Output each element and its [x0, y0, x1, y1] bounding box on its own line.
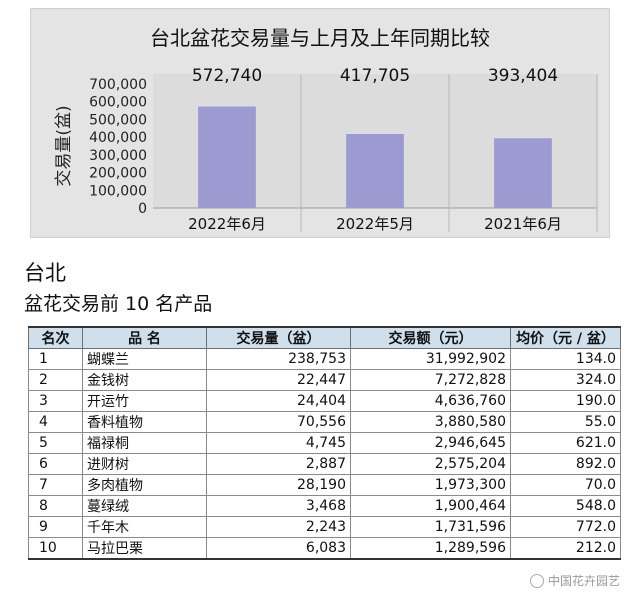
- volume-cell: 3,468: [206, 495, 351, 517]
- y-axis-label: 交易量(盆): [54, 105, 74, 186]
- amount-cell: 2,575,204: [350, 453, 511, 475]
- rank-cell: 10: [28, 537, 83, 560]
- y-tick-label: 100,000: [89, 183, 147, 199]
- header-rank: 名次: [28, 326, 83, 349]
- x-tick-label: 2021年6月: [484, 215, 562, 233]
- volume-cell: 238,753: [206, 348, 351, 370]
- amount-cell: 1,731,596: [350, 516, 511, 538]
- name-cell: 蔓绿绒: [82, 495, 207, 517]
- header-volume: 交易量（盆）: [206, 326, 351, 349]
- y-tick-label: 600,000: [89, 95, 147, 111]
- table-row: 7 多肉植物 28,190 1,973,300 70.0: [28, 474, 621, 496]
- rank-cell: 9: [28, 516, 83, 538]
- name-cell: 千年木: [82, 516, 207, 538]
- bar: [198, 106, 256, 208]
- chart-panel: 台北盆花交易量与上月及上年同期比较 交易量(盆) 0 100,000 200,000 3…: [30, 8, 610, 238]
- table-row: 1 蝴蝶兰 238,753 31,992,902 134.0: [28, 348, 621, 370]
- name-cell: 金钱树: [82, 369, 207, 391]
- volume-cell: 2,243: [206, 516, 351, 538]
- bar-value-label: 417,705: [340, 66, 410, 86]
- volume-cell: 22,447: [206, 369, 351, 391]
- table-row: 9 千年木 2,243 1,731,596 772.0: [28, 516, 621, 538]
- name-cell: 香料植物: [82, 411, 207, 433]
- x-tick-label: 2022年5月: [336, 215, 414, 233]
- name-cell: 进财树: [82, 453, 207, 475]
- chart-title: 台北盆花交易量与上月及上年同期比较: [150, 26, 490, 50]
- section-title: 台北: [24, 261, 66, 285]
- table-row: 4 香料植物 70,556 3,880,580 55.0: [28, 411, 621, 433]
- volume-cell: 2,887: [206, 453, 351, 475]
- table-row: 2 金钱树 22,447 7,272,828 324.0: [28, 369, 621, 391]
- top10-table: 名次 品 名 交易量（盆） 交易额（元） 均价（元 / 盆） 1 蝴蝶兰 238,7…: [28, 326, 621, 560]
- table-row: 10 马拉巴栗 6,083 1,289,596 212.0: [28, 537, 621, 560]
- avg-price-cell: 772.0: [510, 516, 621, 538]
- bar: [346, 134, 404, 208]
- rank-cell: 4: [28, 411, 83, 433]
- y-tick-label: 0: [138, 201, 147, 217]
- avg-price-cell: 134.0: [510, 348, 621, 370]
- amount-cell: 4,636,760: [350, 390, 511, 412]
- amount-cell: 31,992,902: [350, 348, 511, 370]
- avg-price-cell: 70.0: [510, 474, 621, 496]
- wechat-icon: [529, 573, 544, 588]
- amount-cell: 2,946,645: [350, 432, 511, 454]
- rank-cell: 2: [28, 369, 83, 391]
- rank-cell: 3: [28, 390, 83, 412]
- table-row: 6 进财树 2,887 2,575,204 892.0: [28, 453, 621, 475]
- header-amount: 交易额（元）: [350, 326, 511, 349]
- table-header-row: 名次 品 名 交易量（盆） 交易额（元） 均价（元 / 盆）: [28, 326, 621, 349]
- avg-price-cell: 621.0: [510, 432, 621, 454]
- name-cell: 福禄桐: [82, 432, 207, 454]
- y-tick-label: 500,000: [89, 112, 147, 128]
- name-cell: 蝴蝶兰: [82, 348, 207, 370]
- volume-cell: 4,745: [206, 432, 351, 454]
- bar: [494, 138, 552, 208]
- volume-cell: 6,083: [206, 537, 351, 560]
- name-cell: 马拉巴栗: [82, 537, 207, 560]
- header-avg-price: 均价（元 / 盆）: [510, 326, 621, 349]
- volume-cell: 28,190: [206, 474, 351, 496]
- volume-cell: 70,556: [206, 411, 351, 433]
- amount-cell: 7,272,828: [350, 369, 511, 391]
- rank-cell: 6: [28, 453, 83, 475]
- bar-value-label: 572,740: [192, 66, 262, 86]
- amount-cell: 3,880,580: [350, 411, 511, 433]
- y-tick-label: 700,000: [89, 77, 147, 93]
- y-tick-label: 300,000: [89, 148, 147, 164]
- avg-price-cell: 324.0: [510, 369, 621, 391]
- volume-cell: 24,404: [206, 390, 351, 412]
- avg-price-cell: 548.0: [510, 495, 621, 517]
- amount-cell: 1,289,596: [350, 537, 511, 560]
- name-cell: 开运竹: [82, 390, 207, 412]
- rank-cell: 5: [28, 432, 83, 454]
- rank-cell: 7: [28, 474, 83, 496]
- section-subtitle: 盆花交易前 10 名产品: [24, 293, 213, 315]
- amount-cell: 1,973,300: [350, 474, 511, 496]
- x-tick-label: 2022年6月: [188, 215, 266, 233]
- y-tick-label: 400,000: [89, 130, 147, 146]
- header-name: 品 名: [82, 326, 207, 349]
- watermark-text: 中国花卉园艺: [547, 574, 620, 588]
- bar-value-label: 393,404: [488, 66, 558, 86]
- avg-price-cell: 892.0: [510, 453, 621, 475]
- avg-price-cell: 55.0: [510, 411, 621, 433]
- avg-price-cell: 212.0: [510, 537, 621, 560]
- avg-price-cell: 190.0: [510, 390, 621, 412]
- name-cell: 多肉植物: [82, 474, 207, 496]
- table-row: 3 开运竹 24,404 4,636,760 190.0: [28, 390, 621, 412]
- table-row: 8 蔓绿绒 3,468 1,900,464 548.0: [28, 495, 621, 517]
- watermark: 中国花卉园艺: [529, 572, 620, 589]
- rank-cell: 8: [28, 495, 83, 517]
- y-tick-label: 200,000: [89, 166, 147, 182]
- table-row: 5 福禄桐 4,745 2,946,645 621.0: [28, 432, 621, 454]
- rank-cell: 1: [28, 348, 83, 370]
- amount-cell: 1,900,464: [350, 495, 511, 517]
